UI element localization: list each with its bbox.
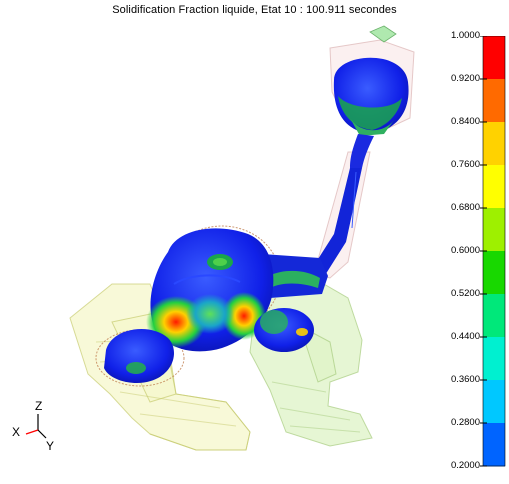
legend-tick-label: 0.8400 [450,116,480,127]
y-axis-label: Y [46,439,55,453]
legend-tick-label: 0.2800 [450,417,480,428]
legend-band [483,423,505,467]
runner-channel [256,254,328,298]
legend-band [483,294,505,338]
legend-tick-label: 0.6000 [450,245,480,256]
right-branch [254,308,314,352]
legend-band [483,380,505,424]
legend-tick-label: 0.7600 [450,159,480,170]
color-scale-bar [480,36,506,467]
legend-tick-label: 0.5200 [450,288,480,299]
axis-triad-lines [25,414,47,439]
legend-tick-label: 0.3600 [450,374,480,385]
legend-tick-label: 1.0000 [450,30,480,41]
feeder-riser [306,57,409,280]
casting-body [146,228,274,352]
top-cap [369,25,397,43]
legend-tick-label: 0.2000 [450,460,480,471]
legend-band [483,165,505,209]
3d-viewport[interactable] [0,22,430,484]
simulation-title: Solidification Fraction liquide, Etat 10… [112,4,397,16]
left-branch [104,328,174,383]
legend-tick-label: 0.4400 [450,331,480,342]
x-axis-label: X [12,425,21,439]
legend-band [483,36,505,80]
legend-tick-label: 0.6800 [450,202,480,213]
legend-band [483,122,505,166]
legend-band [483,251,505,295]
legend-band [483,208,505,252]
legend-tick-label: 0.9200 [450,73,480,84]
legend-band [483,79,505,123]
legend-band [483,337,505,381]
axis-triad: Z X Y [8,396,68,456]
z-axis-label: Z [35,399,43,413]
casting-render [69,25,415,451]
color-scale-legend: 1.0000 0.9200 0.8400 0.7600 0.6800 0.6000 0.52… [430,31,509,476]
